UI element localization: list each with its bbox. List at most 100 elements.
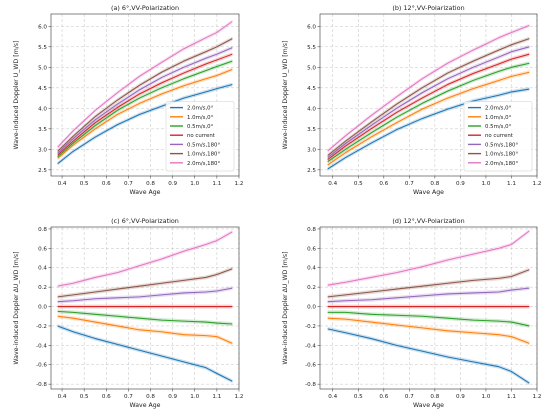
y-tick-label: 3.5 — [38, 127, 47, 133]
x-tick-label: 0.5 — [354, 394, 363, 400]
series-line — [57, 287, 233, 303]
x-tick-label: 0.8 — [146, 394, 155, 400]
x-tick-label: 0.9 — [456, 394, 465, 400]
x-tick-label: 0.8 — [430, 181, 439, 187]
y-tick-label: 0.2 — [307, 285, 316, 291]
series-line — [327, 328, 530, 384]
legend-label: 0.5m/s,0° — [187, 124, 214, 130]
y-tick-label: -0.6 — [36, 363, 47, 369]
x-tick-label: 0.5 — [354, 181, 363, 187]
chart-title: (a) 6°,VV-Polarization — [111, 4, 179, 12]
series-line — [57, 315, 233, 344]
x-tick-label: 0.4 — [58, 181, 67, 187]
plot-frame — [319, 13, 538, 177]
y-tick-label: -0.4 — [36, 343, 47, 349]
y-tick-label: 5.5 — [38, 45, 47, 51]
y-tick-label: -0.2 — [36, 324, 47, 330]
series-line — [57, 310, 233, 325]
series-band — [57, 36, 233, 154]
legend-label: 2.0m/s,180° — [485, 161, 518, 167]
series-line — [327, 71, 530, 166]
series-band — [57, 19, 233, 150]
y-tick-label: 0.4 — [38, 266, 47, 272]
series-line — [327, 269, 530, 298]
series-line — [327, 62, 530, 163]
series-band — [57, 229, 233, 289]
series-band — [57, 82, 233, 166]
x-axis-label: Wave Age — [413, 402, 444, 409]
x-tick-label: 0.5 — [80, 394, 89, 400]
series-line — [327, 24, 530, 152]
x-tick-label: 0.9 — [456, 181, 465, 187]
y-tick-label: 5.0 — [38, 65, 47, 71]
legend: 2.0m/s,0° 1.0m/s,0° 0.5m/s,0° no current 0.5… — [463, 101, 533, 172]
x-tick-label: 0.8 — [146, 181, 155, 187]
x-tick-label: 1.1 — [212, 181, 221, 187]
series-line — [57, 268, 233, 298]
series-line — [327, 46, 530, 158]
plot-frame — [319, 226, 538, 390]
plot-frame — [50, 226, 240, 390]
legend-label: 1.0m/s,180° — [485, 152, 518, 158]
x-axis-label: Wave Age — [413, 189, 444, 196]
legend: 2.0m/s,0° 1.0m/s,0° 0.5m/s,0° no current 0.5… — [165, 101, 235, 172]
series-line — [57, 84, 233, 165]
legend-label: 2.0m/s,0° — [187, 106, 214, 112]
x-tick-label: 0.7 — [405, 394, 414, 400]
series-line — [57, 20, 233, 148]
x-tick-label: 1.0 — [190, 181, 199, 187]
y-tick-label: 0.6 — [38, 246, 47, 252]
series-band — [57, 59, 233, 159]
series-band — [57, 309, 233, 326]
x-tick-label: 1.1 — [507, 181, 516, 187]
legend-label: no current — [485, 133, 513, 139]
x-tick-label: 0.6 — [379, 181, 388, 187]
series-line — [57, 53, 233, 156]
x-tick-label: 0.6 — [102, 394, 111, 400]
y-tick-label: 6.0 — [307, 24, 316, 30]
x-tick-label: 1.0 — [190, 394, 199, 400]
chart-title: (c) 6°,VV-Polarization — [111, 217, 179, 225]
y-tick-label: 0.0 — [38, 305, 47, 311]
y-tick-label: 0.8 — [38, 227, 47, 233]
series-line — [327, 287, 530, 303]
series-line — [327, 88, 530, 170]
y-tick-label: 0.8 — [307, 227, 316, 233]
x-axis-label: Wave Age — [130, 189, 161, 196]
chart-panel-3: 0.4 0.5 0.6 0.7 0.8 0.9 1.0 1.1 1.2 -0.8 -0.6 -0.4 -… — [13, 217, 243, 409]
y-tick-label: 0.6 — [307, 246, 316, 252]
y-tick-label: 3.5 — [307, 127, 316, 133]
y-tick-label: 4.5 — [38, 86, 47, 92]
series-band — [327, 316, 530, 346]
chart-panel-4: 0.4 0.5 0.6 0.7 0.8 0.9 1.0 1.1 1.2 -0.8 -0.6 -0.4 -… — [282, 217, 541, 409]
y-tick-label: -0.8 — [36, 382, 47, 388]
x-tick-label: 0.9 — [168, 394, 177, 400]
y-axis-label: Wave-induced Doppler ΔU_WD [m/s] — [282, 251, 289, 364]
series-line — [327, 53, 530, 161]
series-line — [327, 230, 530, 286]
y-tick-label: -0.6 — [305, 363, 316, 369]
plot-frame — [50, 13, 240, 177]
legend-label: 0.5m/s,180° — [485, 142, 518, 148]
x-tick-label: 0.8 — [430, 394, 439, 400]
chart-panel-2: 0.4 0.5 0.6 0.7 0.8 0.9 1.0 1.1 1.2 2.5 3.0 3.5 4.0 4… — [282, 4, 541, 196]
x-tick-label: 0.9 — [168, 181, 177, 187]
y-tick-label: 0.4 — [307, 266, 316, 272]
y-tick-label: 4.0 — [38, 106, 47, 112]
y-axis-label: Wave-induced Doppler ΔU_WD [m/s] — [13, 251, 20, 364]
y-tick-label: -0.4 — [305, 343, 316, 349]
legend-label: 1.0m/s,180° — [187, 152, 220, 158]
series-band — [57, 67, 233, 161]
x-tick-label: 1.0 — [481, 394, 490, 400]
y-tick-label: 5.0 — [307, 65, 316, 71]
x-tick-label: 1.1 — [507, 394, 516, 400]
series-band — [57, 45, 233, 156]
x-tick-label: 1.2 — [533, 394, 542, 400]
y-tick-label: 2.5 — [38, 168, 47, 174]
y-tick-label: 3.0 — [38, 147, 47, 153]
series-band — [57, 286, 233, 304]
legend-label: 2.0m/s,180° — [187, 161, 220, 167]
series-line — [57, 47, 233, 154]
x-tick-label: 1.2 — [533, 181, 542, 187]
